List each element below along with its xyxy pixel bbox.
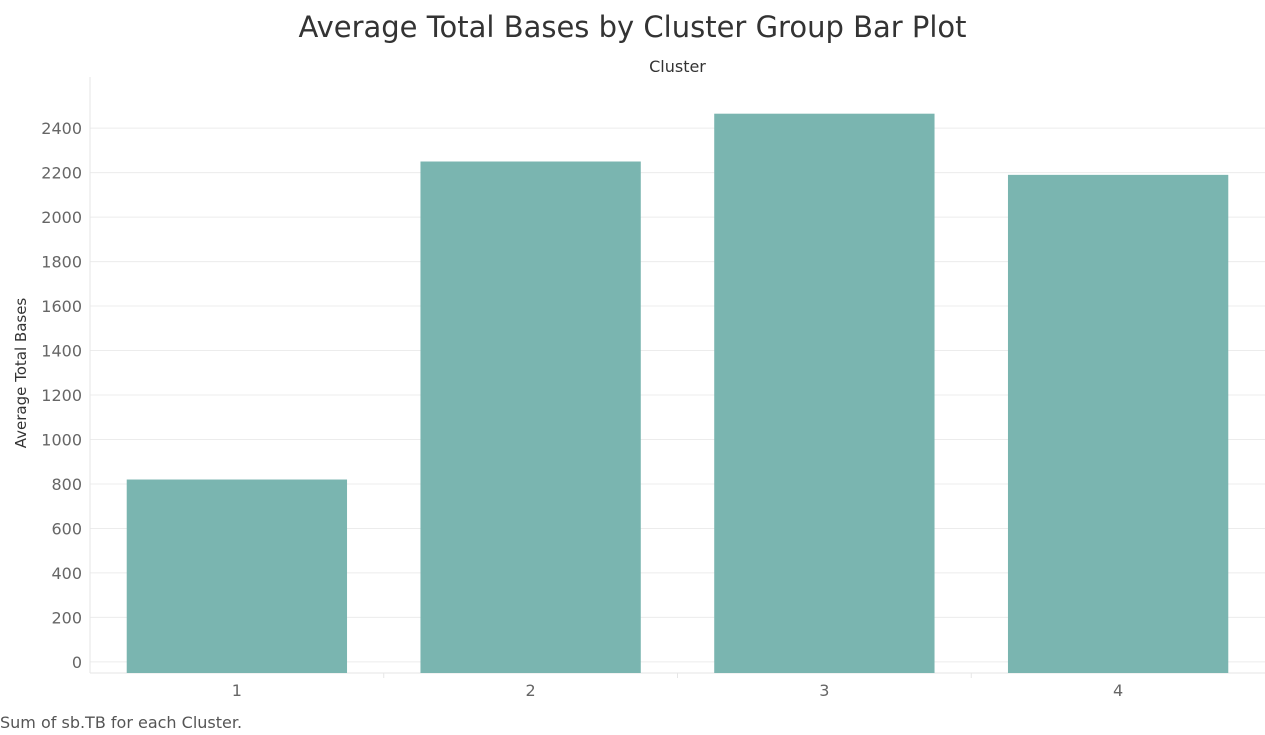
y-tick-label: 200	[51, 608, 82, 627]
x-tick-labels: 1 2 3 4	[232, 681, 1123, 700]
y-tick-label: 800	[51, 475, 82, 494]
caption: Sum of sb.TB for each Cluster.	[0, 713, 243, 732]
bar	[714, 113, 935, 673]
y-tick-label: 1800	[41, 253, 82, 272]
y-tick-label: 2000	[41, 208, 82, 227]
bars	[126, 113, 1229, 674]
y-tick-label: 1400	[41, 342, 82, 361]
y-tick-label: 400	[51, 564, 82, 583]
x-axis-header: Cluster	[649, 57, 706, 76]
y-tick-labels: 0 200 400 600 800 1000 1200 1400 1600 1800 2000 220…	[41, 119, 82, 672]
bar	[420, 161, 641, 674]
y-tick-label: 1000	[41, 430, 82, 449]
bar-chart: 0 200 400 600 800 1000 1200 1400 1600 1800 2000 220…	[41, 77, 1265, 700]
x-tick-label: 2	[526, 681, 536, 700]
y-tick-label: 2200	[41, 164, 82, 183]
y-tick-label: 600	[51, 519, 82, 538]
bar	[126, 479, 348, 673]
x-tick-label: 1	[232, 681, 242, 700]
y-tick-label: 0	[72, 653, 82, 672]
y-tick-label: 2400	[41, 119, 82, 138]
chart-title: Average Total Bases by Cluster Group Bar…	[298, 10, 967, 44]
x-tick-label: 4	[1113, 681, 1123, 700]
x-tick-label: 3	[819, 681, 829, 700]
y-tick-label: 1600	[41, 297, 82, 316]
bar	[1007, 174, 1229, 673]
y-tick-label: 1200	[41, 386, 82, 405]
